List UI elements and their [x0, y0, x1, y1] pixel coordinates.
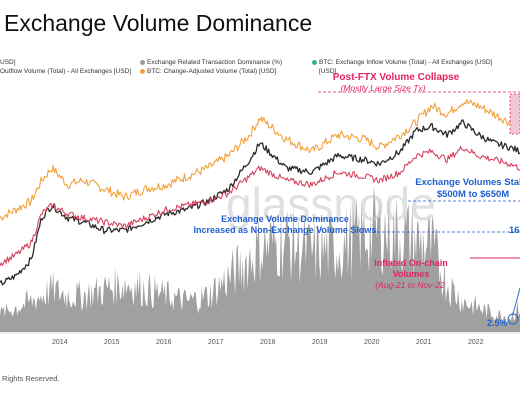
legend-item-outflow: Outflow Volume (Total) - All Exchanges […: [0, 68, 132, 75]
x-tick-label: 2015: [104, 339, 120, 346]
dominance-area-layer: [0, 186, 520, 332]
inflated-subtitle: (Aug-21 to Nov-22: [375, 280, 445, 290]
footer-copyright: Rights Reserved.: [2, 374, 60, 383]
x-tick-label: 2016: [156, 339, 172, 346]
series-line-1: [0, 119, 520, 286]
x-tick-label: 2017: [208, 339, 224, 346]
series-line-2: [0, 145, 520, 267]
legend-dot-green: [312, 59, 317, 65]
legend-label-dominance: Exchange Related Transaction Dominance (…: [147, 59, 283, 66]
watermark: glassnode: [226, 178, 436, 230]
low-value-label: 2.5%: [487, 318, 508, 328]
legend-dot-grey: [140, 59, 145, 65]
stable-label-2: $500M to $650M: [437, 189, 509, 200]
legend-dot-orange: [140, 68, 145, 74]
x-tick-label: 2022: [468, 339, 484, 346]
x-tick-label: 2018: [260, 339, 276, 346]
series-lines-layer: [0, 99, 520, 286]
legend-column-3: BTC: Exchange Inflow Volume (Total) - Al…: [312, 58, 492, 76]
chart-plot: 2014 2015 2016 2017 2018 2019 2020 2021 2022 gla…: [0, 72, 520, 346]
x-tick-label: 2014: [52, 339, 68, 346]
x-axis-ticks: 2014 2015 2016 2017 2018 2019 2020 2021 2022: [0, 332, 520, 346]
legend-label-inflow: BTC: Exchange Inflow Volume (Total) - Al…: [319, 59, 493, 66]
x-tick-label: 2019: [312, 339, 328, 346]
legend-label-adjusted: BTC: Change-Adjusted Volume (Total) [USD…: [147, 68, 277, 75]
dominance-label-1: Exchange Volume Dominance: [221, 214, 349, 224]
legend-item-inflow: BTC: Exchange Inflow Volume (Total) - Al…: [312, 58, 492, 67]
legend-item-adjusted: BTC: Change-Adjusted Volume (Total) [USD…: [140, 67, 282, 76]
post-ftx-subtitle: (Mostly Large Size Tx): [340, 83, 425, 93]
legend-column-1: USD] Outflow Volume (Total) - All Exchan…: [0, 58, 131, 76]
post-ftx-box: [509, 93, 520, 135]
low-value-pointer: [512, 287, 520, 315]
inflated-label-2: Volumes: [393, 269, 430, 279]
legend-item-usd-suffix: USD]: [0, 59, 16, 66]
inflated-label-1: Inflated On-chain: [374, 258, 448, 268]
post-ftx-title: Post-FTX Volume Collapse: [333, 72, 460, 83]
dominance-area: [0, 186, 520, 332]
legend-column-2: Exchange Related Transaction Dominance (…: [140, 58, 282, 76]
legend-item-dominance: Exchange Related Transaction Dominance (…: [140, 58, 282, 67]
dominance-label-2: Increased as Non-Exchange Volume Slows: [194, 225, 377, 235]
stable-label-1: Exchange Volumes Stable: [415, 177, 520, 188]
page-title: Exchange Volume Dominance: [4, 10, 313, 36]
dominance-value: 16.: [509, 225, 520, 236]
x-tick-label: 2021: [416, 339, 432, 346]
legend-item-usd-tail: [USD]: [319, 68, 337, 75]
series-line-0: [0, 99, 520, 221]
x-tick-label: 2020: [364, 339, 380, 346]
